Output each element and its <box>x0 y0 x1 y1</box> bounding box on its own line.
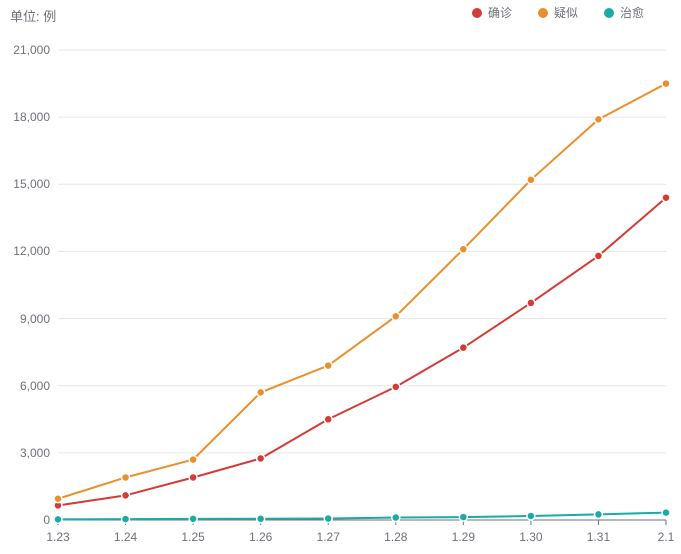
y-tick-label: 9,000 <box>0 312 50 326</box>
series-marker-cured[interactable] <box>392 514 400 522</box>
series-marker-confirmed[interactable] <box>662 194 670 202</box>
x-tick-label: 1.29 <box>452 530 475 544</box>
x-tick-label: 1.30 <box>519 530 542 544</box>
legend-dot-suspected <box>538 8 548 18</box>
series-marker-suspected[interactable] <box>594 115 602 123</box>
x-tick-label: 1.24 <box>114 530 137 544</box>
y-tick-label: 0 <box>0 513 50 527</box>
series-marker-confirmed[interactable] <box>594 252 602 260</box>
series-marker-cured[interactable] <box>662 509 670 517</box>
series-marker-suspected[interactable] <box>54 495 62 503</box>
plot-area <box>0 0 681 554</box>
series-marker-cured[interactable] <box>527 512 535 520</box>
y-tick-label: 6,000 <box>0 379 50 393</box>
x-tick-label: 1.31 <box>587 530 610 544</box>
line-chart: 单位: 例 确诊 疑似 治愈 0 3,000 6,000 9,000 12,000 15,… <box>0 0 681 554</box>
series-marker-confirmed[interactable] <box>324 415 332 423</box>
series-marker-cured[interactable] <box>324 515 332 523</box>
x-tick-label: 1.23 <box>46 530 69 544</box>
series-marker-cured[interactable] <box>257 515 265 523</box>
y-tick-label: 21,000 <box>0 43 50 57</box>
series-marker-cured[interactable] <box>54 515 62 523</box>
legend-label-suspected: 疑似 <box>554 4 578 21</box>
series-marker-cured[interactable] <box>594 510 602 518</box>
y-tick-label: 15,000 <box>0 177 50 191</box>
y-tick-label: 3,000 <box>0 446 50 460</box>
series-marker-confirmed[interactable] <box>189 473 197 481</box>
legend-label-cured: 治愈 <box>620 4 644 21</box>
x-tick-label: 1.26 <box>249 530 272 544</box>
series-marker-suspected[interactable] <box>392 312 400 320</box>
unit-label: 单位: 例 <box>10 6 56 25</box>
series-marker-cured[interactable] <box>122 515 130 523</box>
x-tick-label: 1.27 <box>317 530 340 544</box>
series-marker-suspected[interactable] <box>324 362 332 370</box>
legend-item-cured[interactable]: 治愈 <box>604 4 644 21</box>
x-tick-label: 1.25 <box>181 530 204 544</box>
series-marker-suspected[interactable] <box>459 245 467 253</box>
legend-dot-cured <box>604 8 614 18</box>
legend-dot-confirmed <box>472 8 482 18</box>
legend-item-confirmed[interactable]: 确诊 <box>472 4 512 21</box>
series-marker-suspected[interactable] <box>662 80 670 88</box>
series-marker-suspected[interactable] <box>189 456 197 464</box>
series-marker-confirmed[interactable] <box>527 299 535 307</box>
series-marker-confirmed[interactable] <box>459 344 467 352</box>
series-marker-suspected[interactable] <box>122 473 130 481</box>
series-marker-suspected[interactable] <box>257 388 265 396</box>
series-line-cured <box>58 513 666 520</box>
y-tick-label: 18,000 <box>0 110 50 124</box>
series-marker-cured[interactable] <box>189 515 197 523</box>
series-marker-suspected[interactable] <box>527 176 535 184</box>
legend-item-suspected[interactable]: 疑似 <box>538 4 578 21</box>
series-marker-confirmed[interactable] <box>257 454 265 462</box>
y-tick-label: 12,000 <box>0 244 50 258</box>
x-tick-label: 1.28 <box>384 530 407 544</box>
series-marker-confirmed[interactable] <box>122 491 130 499</box>
series-line-confirmed <box>58 198 666 506</box>
x-tick-label: 2.1 <box>658 530 675 544</box>
series-marker-cured[interactable] <box>459 513 467 521</box>
series-line-suspected <box>58 84 666 499</box>
legend-label-confirmed: 确诊 <box>488 4 512 21</box>
series-marker-confirmed[interactable] <box>392 383 400 391</box>
